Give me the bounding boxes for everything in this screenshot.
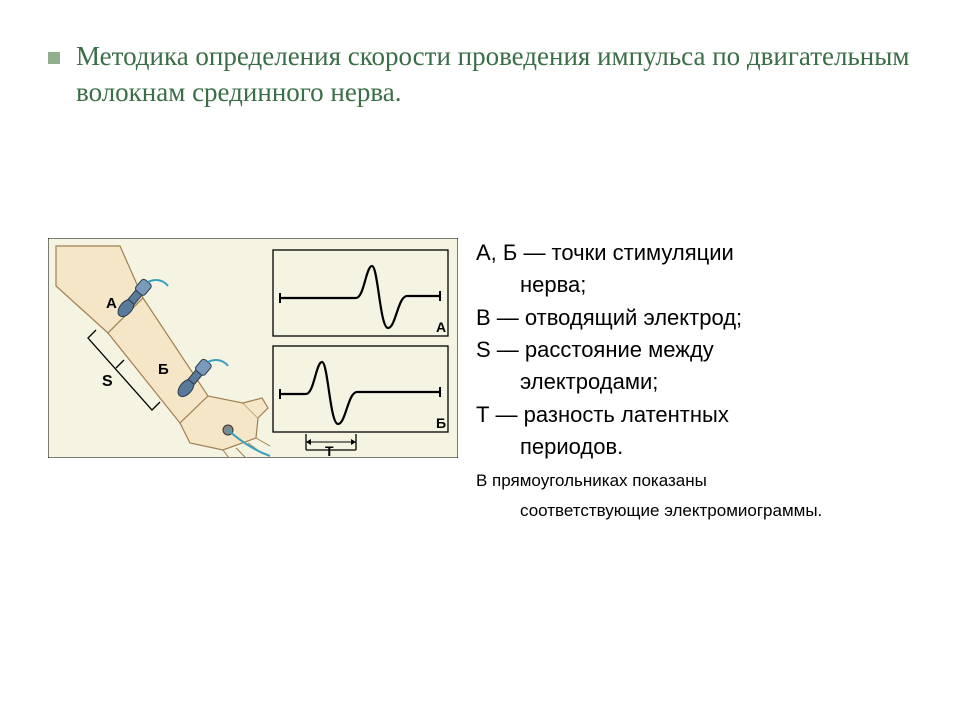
svg-text:Т: Т [325, 443, 334, 458]
legend-block: А, Б — точки стимуляции нерва; В — отвод… [476, 238, 912, 526]
nerve-conduction-diagram: S А Б [48, 238, 458, 458]
legend-note: В прямоугольниках показаны [476, 469, 912, 494]
legend-item: S — расстояние между [476, 335, 912, 365]
legend-item: А, Б — точки стимуляции [476, 238, 912, 268]
legend-item-cont: электродами; [476, 367, 912, 397]
svg-text:Б: Б [158, 361, 169, 378]
slide-title: Методика определения скорости проведения… [76, 38, 912, 111]
svg-text:S: S [102, 373, 113, 390]
svg-text:А: А [106, 295, 117, 312]
legend-item-cont: нерва; [476, 270, 912, 300]
svg-text:Б: Б [436, 415, 446, 431]
legend-item: Т — разность латентных [476, 400, 912, 430]
legend-note: соответствующие электромиограммы. [476, 499, 912, 524]
legend-item: В — отводящий электрод; [476, 303, 912, 333]
svg-text:А: А [436, 319, 446, 335]
title-bullet-icon [48, 52, 60, 64]
legend-item-cont: периодов. [476, 432, 912, 462]
